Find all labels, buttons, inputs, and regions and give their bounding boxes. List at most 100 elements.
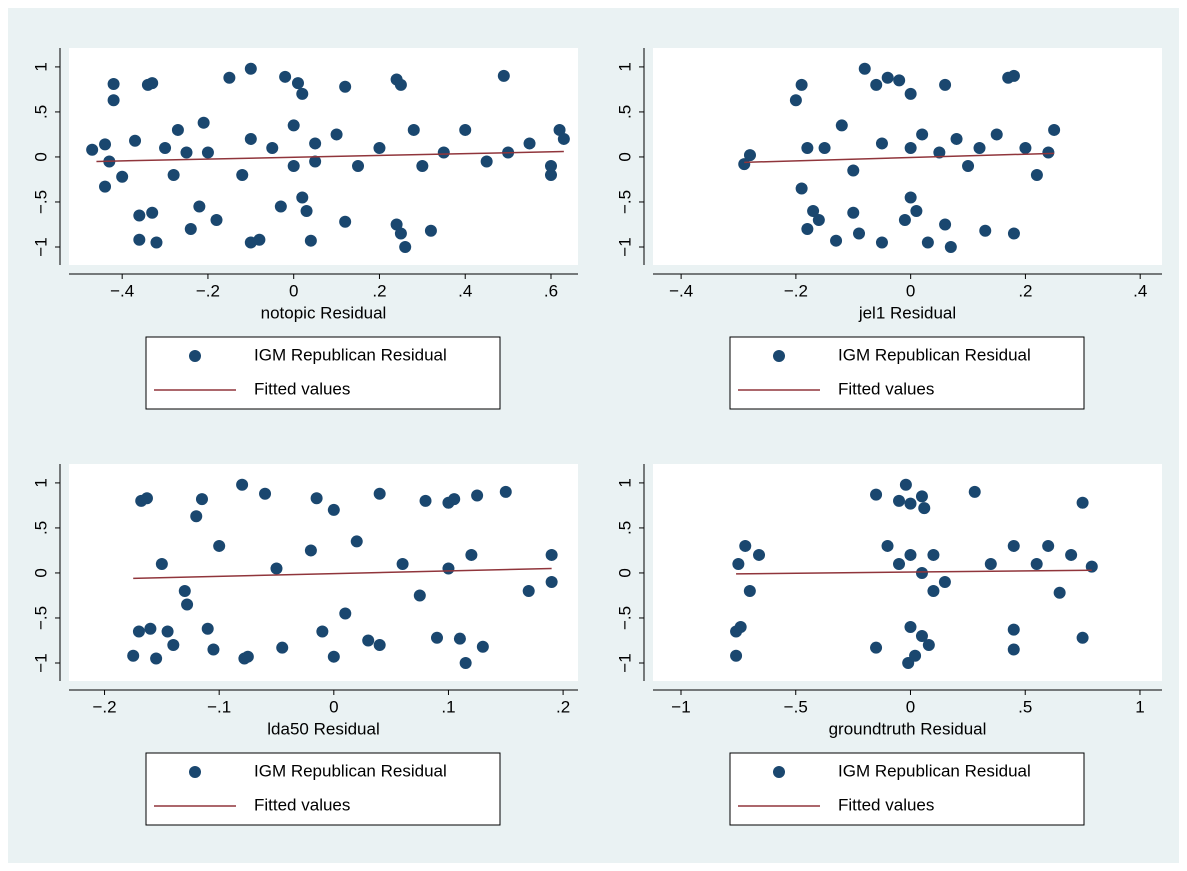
scatter-point (291, 77, 304, 90)
x-tick-label: .6 (544, 281, 558, 300)
scatter-point (146, 77, 159, 90)
fitted-line (736, 569, 1092, 575)
scatter-point (847, 206, 860, 219)
scatter-point (213, 539, 226, 552)
scatter-point (437, 146, 450, 159)
x-tick-label: 0 (906, 281, 915, 300)
scatter-point (921, 236, 934, 249)
scatter-point (1019, 141, 1032, 154)
scatter-point (276, 641, 289, 654)
x-axis-title: groundtruth Residual (829, 719, 987, 738)
scatter-point (270, 562, 283, 575)
y-tick-label: .5 (615, 521, 634, 535)
legend-marker (189, 766, 201, 778)
x-tick-label: .5 (1018, 697, 1032, 716)
scatter-point (339, 607, 352, 620)
scatter-point (553, 123, 566, 136)
fitted-line (744, 152, 1055, 164)
legend-marker (773, 350, 785, 362)
scatter-point (399, 240, 412, 253)
plot-area (653, 48, 1162, 265)
scatter-point (419, 494, 432, 507)
x-tick-label: 0 (289, 281, 298, 300)
y-tick-label: −.5 (615, 190, 634, 214)
scatter-point (497, 69, 510, 82)
scatter-point (244, 62, 257, 75)
scatter-point (1042, 539, 1055, 552)
y-tick-label: 0 (615, 152, 634, 161)
scatter-point (909, 649, 922, 662)
scatter-point (1007, 539, 1020, 552)
scatter-point (818, 141, 831, 154)
scatter-point (893, 74, 906, 87)
scatter-point (236, 478, 249, 491)
scatter-point (287, 159, 300, 172)
scatter-point (1076, 631, 1089, 644)
legend-marker (773, 766, 785, 778)
x-tick-label: −.1 (207, 697, 231, 716)
scatter-point (743, 149, 756, 162)
scatter-point (244, 132, 257, 145)
scatter-point (789, 94, 802, 107)
scatter-point (167, 638, 180, 651)
scatter-point (310, 492, 323, 505)
scatter-point (499, 485, 512, 498)
y-tick-label: .5 (31, 521, 50, 535)
scatter-point (407, 123, 420, 136)
scatter-point (743, 584, 756, 597)
scatter-point (812, 213, 825, 226)
scatter-point (161, 625, 174, 638)
scatter-point (904, 497, 917, 510)
scatter-point (835, 119, 848, 132)
scatter-point (373, 487, 386, 500)
scatter-point (922, 638, 935, 651)
scatter-point (1048, 123, 1061, 136)
fitted-line (133, 567, 552, 580)
scatter-point (545, 575, 558, 588)
scatter-point (327, 650, 340, 663)
scatter-point (899, 478, 912, 491)
scatter-point (734, 620, 747, 633)
scatter-point (155, 557, 168, 570)
legend-box (145, 336, 501, 410)
scatter-point (207, 643, 220, 656)
scatter-point (544, 168, 557, 181)
legend-label: IGM Republican Residual (838, 345, 1031, 364)
scatter-point (116, 170, 129, 183)
scatter-point (339, 215, 352, 228)
scatter-point (184, 222, 197, 235)
scatter-point (330, 128, 343, 141)
scatter-point (830, 234, 843, 247)
scatter-point (984, 557, 997, 570)
scatter-point (545, 548, 558, 561)
scatter-point (309, 155, 322, 168)
scatter-point (373, 141, 386, 154)
y-tick-label: 1 (31, 478, 50, 487)
scatter-point (424, 224, 437, 237)
scatter-point (300, 204, 313, 217)
scatter-point (390, 218, 403, 231)
scatter-point (350, 535, 363, 548)
scatter-point (190, 510, 203, 523)
y-tick-label: −.5 (31, 606, 50, 630)
scatter-point (962, 159, 975, 172)
legend-label: Fitted values (838, 379, 934, 398)
scatter-point (916, 128, 929, 141)
x-axis-title: jel1 Residual (858, 303, 956, 322)
scatter-point (968, 485, 981, 498)
scatter-point (129, 134, 142, 147)
legend-label: Fitted values (254, 379, 350, 398)
scatter-point (373, 638, 386, 651)
x-axis-title: notopic Residual (261, 303, 387, 322)
scatter-point (522, 584, 535, 597)
scatter-point (459, 123, 472, 136)
scatter-point (150, 652, 163, 665)
scatter-point (448, 493, 461, 506)
scatter-point (127, 649, 140, 662)
scatter-point (1007, 69, 1020, 82)
scatter-point (847, 164, 860, 177)
scatter-point (1030, 557, 1043, 570)
y-tick-label: 0 (31, 152, 50, 161)
y-tick-label: .5 (615, 105, 634, 119)
